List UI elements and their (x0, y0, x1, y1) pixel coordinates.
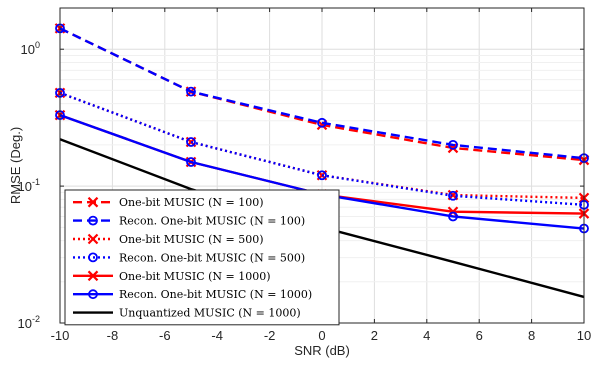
data-point (317, 117, 327, 128)
legend-label: Recon. One-bit MUSIC (N = 1000) (119, 288, 312, 301)
x-axis-label: SNR (dB) (294, 343, 350, 358)
tick-layer: -10 -8 -6 -4 -2 0 2 4 6 8 10 10-2 10-1 100 (18, 8, 591, 343)
legend-item: Unquantized MUSIC (N = 1000) (73, 307, 301, 320)
legend-label: Recon. One-bit MUSIC (N = 100) (119, 215, 305, 228)
marker-stroke (87, 196, 99, 208)
x-tick-label: 2 (371, 328, 378, 343)
legend-item: One-bit MUSIC (N = 100) (73, 196, 264, 209)
series-line (59, 27, 585, 160)
legend-box (64, 189, 340, 326)
legend-swatch-marker (88, 289, 98, 300)
data-point (317, 170, 327, 181)
marker-stroke (87, 270, 99, 282)
legend-swatch-marker (87, 270, 99, 282)
legend-label: One-bit MUSIC (N = 500) (119, 233, 264, 246)
legend-item: Recon. One-bit MUSIC (N = 1000) (73, 288, 312, 301)
legend-swatch-marker (87, 233, 99, 245)
data-point (186, 137, 196, 147)
series-line (59, 91, 585, 207)
legend-label: One-bit MUSIC (N = 100) (119, 196, 264, 209)
data-point (448, 211, 458, 222)
data-point (448, 190, 458, 201)
legend-swatch-marker (88, 215, 98, 226)
legend-item: Recon. One-bit MUSIC (N = 500) (73, 251, 305, 264)
data-point (316, 119, 328, 131)
y-tick-label: 10-2 (18, 314, 40, 331)
y-tick-label: 10-1 (18, 177, 40, 194)
marker-stroke (447, 142, 459, 154)
legend-item: One-bit MUSIC (N = 500) (73, 233, 264, 246)
x-tick-label: -8 (107, 328, 119, 343)
legend-item: One-bit MUSIC (N = 1000) (73, 270, 271, 283)
legend-label: One-bit MUSIC (N = 1000) (119, 270, 271, 283)
x-tick-label: 6 (476, 328, 483, 343)
legend-label: Unquantized MUSIC (N = 1000) (119, 307, 301, 320)
x-tick-label: 4 (423, 328, 430, 343)
x-tick-label: 10 (577, 328, 591, 343)
marker-stroke (316, 119, 328, 131)
legend-label: Recon. One-bit MUSIC (N = 500) (119, 251, 305, 264)
series-1 (55, 23, 589, 164)
y-tick-label: 100 (21, 40, 40, 57)
x-tick-label: -6 (159, 328, 171, 343)
data-point (186, 86, 196, 97)
marker-stroke (87, 233, 99, 245)
y-axis-label: RMSE (Deg.) (8, 127, 23, 204)
legend-item: Recon. One-bit MUSIC (N = 100) (73, 215, 305, 228)
x-tick-label: -4 (211, 328, 223, 343)
legend: One-bit MUSIC (N = 100) Recon. One-bit MU… (64, 189, 340, 326)
x-tick-label: -10 (51, 328, 70, 343)
legend-swatch-marker (88, 252, 98, 263)
x-tick-label: 0 (318, 328, 325, 343)
data-point (448, 139, 458, 150)
legend-swatch-marker (87, 196, 99, 208)
x-tick-label: -2 (264, 328, 276, 343)
data-point (186, 157, 196, 167)
x-tick-label: 8 (528, 328, 535, 343)
